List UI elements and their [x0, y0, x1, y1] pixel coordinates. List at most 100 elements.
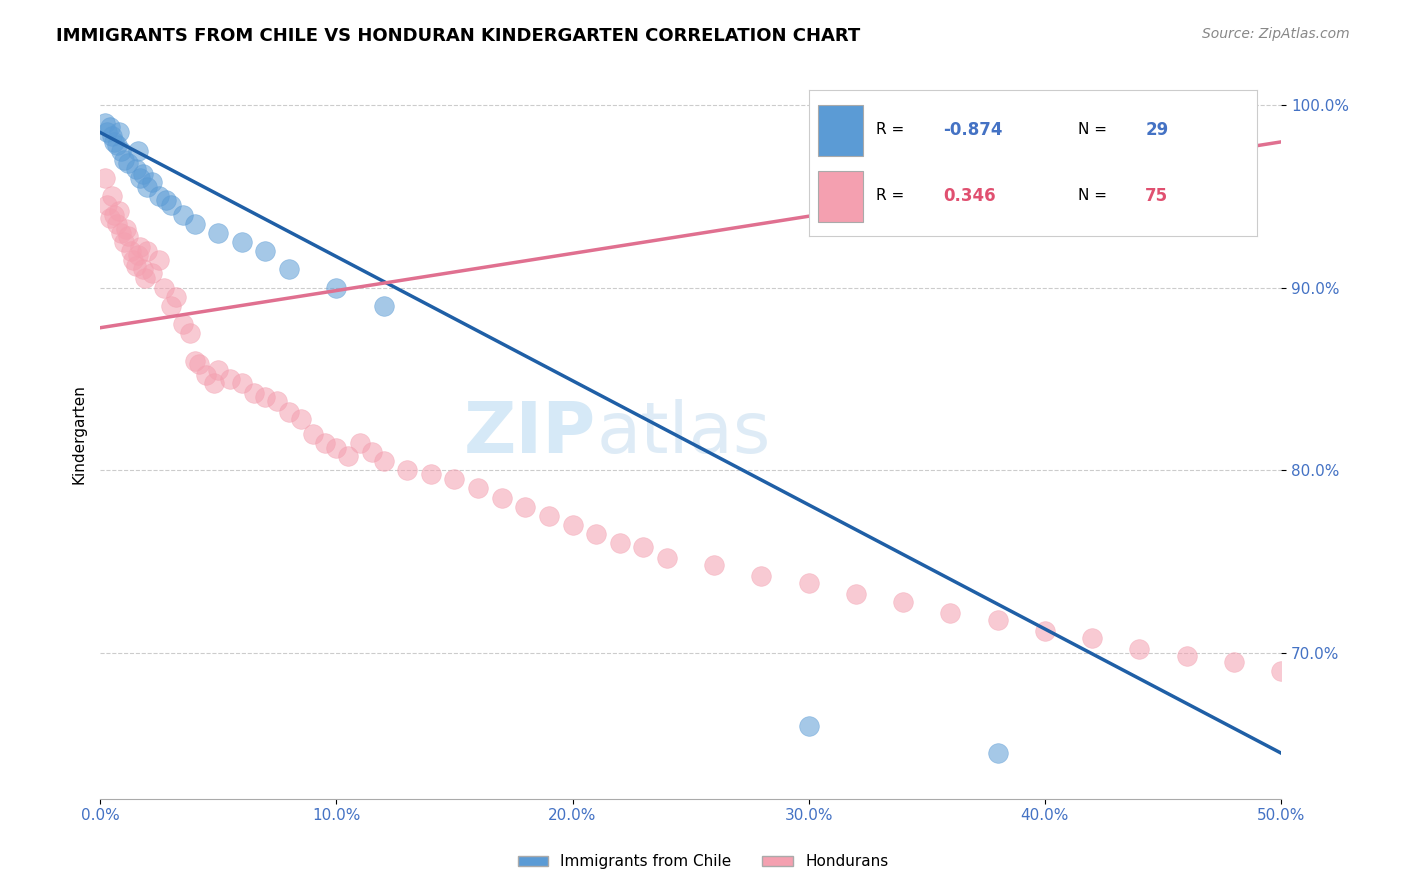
Point — [112, 235, 135, 249]
Point — [103, 135, 125, 149]
Point — [325, 442, 347, 456]
Point — [1341, 198, 1364, 212]
Point — [325, 280, 347, 294]
Point — [183, 217, 205, 231]
Legend: Immigrants from Chile, Hondurans: Immigrants from Chile, Hondurans — [512, 848, 894, 875]
Point — [207, 363, 229, 377]
Point — [172, 208, 194, 222]
Point — [202, 376, 225, 390]
Point — [1033, 624, 1056, 638]
Point — [153, 280, 176, 294]
Point — [96, 198, 118, 212]
Point — [122, 253, 145, 268]
Point — [1317, 189, 1340, 203]
Point — [136, 244, 159, 258]
Point — [266, 393, 288, 408]
Point — [797, 719, 820, 733]
Point — [141, 266, 163, 280]
Point — [419, 467, 441, 481]
Point — [1081, 631, 1104, 645]
Point — [467, 482, 489, 496]
Point — [136, 180, 159, 194]
Point — [160, 299, 183, 313]
Point — [131, 168, 153, 182]
Point — [127, 248, 149, 262]
Point — [655, 550, 678, 565]
Point — [112, 153, 135, 167]
Point — [219, 372, 242, 386]
Point — [278, 262, 301, 277]
Point — [110, 226, 132, 240]
Point — [101, 129, 124, 144]
Point — [585, 527, 607, 541]
Point — [987, 746, 1010, 760]
Point — [1270, 664, 1292, 678]
Point — [96, 125, 118, 139]
Point — [891, 594, 914, 608]
Point — [337, 449, 360, 463]
Text: ZIP: ZIP — [464, 399, 596, 468]
Point — [349, 435, 371, 450]
Point — [845, 587, 868, 601]
Point — [231, 235, 253, 249]
Point — [373, 454, 395, 468]
Point — [141, 175, 163, 189]
Point — [172, 317, 194, 331]
Point — [537, 508, 560, 523]
Point — [703, 558, 725, 572]
Point — [148, 253, 170, 268]
Point — [148, 189, 170, 203]
Point — [1175, 649, 1198, 664]
Point — [115, 222, 138, 236]
Point — [160, 198, 183, 212]
Point — [94, 116, 117, 130]
Point — [101, 189, 124, 203]
Point — [939, 606, 962, 620]
Point — [98, 120, 121, 134]
Point — [108, 203, 131, 218]
Point — [290, 412, 312, 426]
Text: atlas: atlas — [596, 399, 770, 468]
Text: IMMIGRANTS FROM CHILE VS HONDURAN KINDERGARTEN CORRELATION CHART: IMMIGRANTS FROM CHILE VS HONDURAN KINDER… — [56, 27, 860, 45]
Point — [633, 540, 655, 554]
Point — [165, 290, 187, 304]
Point — [1388, 217, 1406, 231]
Y-axis label: Kindergarten: Kindergarten — [72, 384, 86, 483]
Point — [129, 171, 152, 186]
Point — [134, 271, 156, 285]
Point — [987, 613, 1010, 627]
Point — [183, 353, 205, 368]
Point — [751, 569, 773, 583]
Point — [188, 357, 211, 371]
Point — [195, 368, 218, 383]
Point — [1128, 642, 1150, 657]
Point — [231, 376, 253, 390]
Point — [94, 171, 117, 186]
Point — [301, 426, 323, 441]
Point — [515, 500, 537, 514]
Point — [443, 472, 465, 486]
Point — [117, 156, 139, 170]
Point — [105, 138, 128, 153]
Point — [360, 445, 382, 459]
Point — [609, 536, 631, 550]
Point — [127, 144, 149, 158]
Point — [1364, 208, 1386, 222]
Point — [105, 217, 128, 231]
Point — [110, 144, 132, 158]
Point — [1223, 655, 1246, 669]
Point — [207, 226, 229, 240]
Point — [254, 244, 277, 258]
Point — [797, 576, 820, 591]
Point — [120, 244, 142, 258]
Point — [124, 161, 146, 176]
Point — [179, 326, 201, 341]
Point — [561, 517, 583, 532]
Point — [98, 211, 121, 226]
Text: Source: ZipAtlas.com: Source: ZipAtlas.com — [1202, 27, 1350, 41]
Point — [373, 299, 395, 313]
Point — [242, 386, 264, 401]
Point — [117, 229, 139, 244]
Point — [491, 491, 513, 505]
Point — [131, 262, 153, 277]
